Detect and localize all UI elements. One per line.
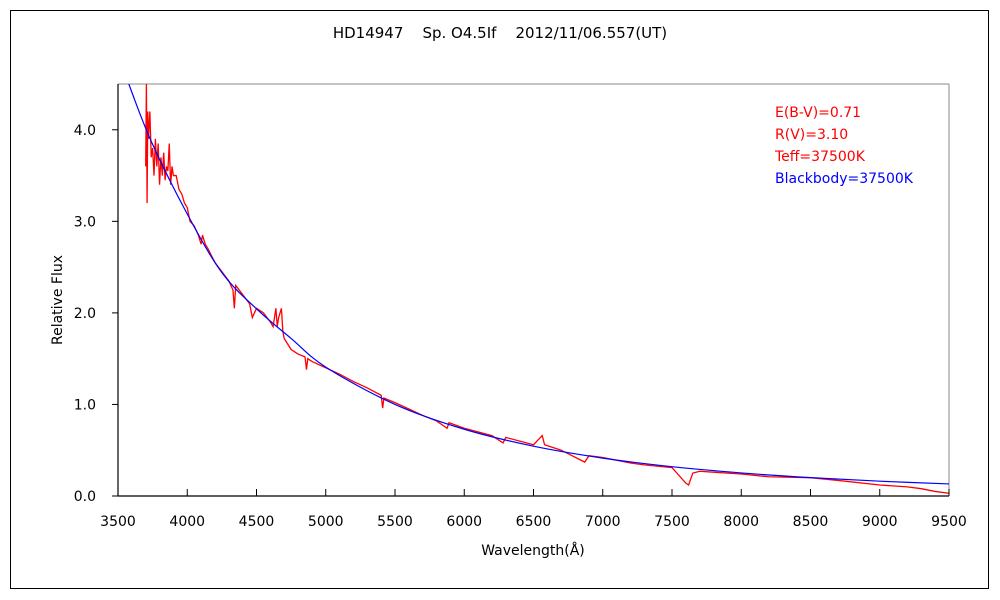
x-tick-label: 3500 <box>100 514 136 530</box>
x-tick-label: 8000 <box>723 514 759 530</box>
x-tick-label: 6000 <box>446 514 482 530</box>
x-tick-label: 8500 <box>793 514 829 530</box>
x-tick-label: 4500 <box>239 514 275 530</box>
chart-frame <box>10 10 989 589</box>
annotation-rv: R(V)=3.10 <box>775 127 849 143</box>
x-tick-label: 7000 <box>585 514 621 530</box>
chart-title: HD14947 Sp. O4.5If 2012/11/06.557(UT) <box>332 24 668 42</box>
x-tick-label: 5500 <box>377 514 413 530</box>
y-tick-label: 1.0 <box>74 397 96 413</box>
x-tick-label: 9000 <box>862 514 898 530</box>
x-axis-label: Wavelength(Å) <box>481 542 585 559</box>
x-tick-label: 5000 <box>308 514 344 530</box>
x-tick-label: 9500 <box>931 514 967 530</box>
annotation-ebv: E(B-V)=0.71 <box>775 105 862 121</box>
y-tick-label: 4.0 <box>74 123 96 139</box>
annotation-blackbody: Blackbody=37500K <box>775 171 913 187</box>
annotation-teff: Teff=37500K <box>775 149 865 165</box>
x-tick-label: 6500 <box>516 514 552 530</box>
y-axis-label: Relative Flux <box>50 255 66 345</box>
y-tick-label: 3.0 <box>74 214 96 230</box>
observed-spectrum-line <box>145 84 949 494</box>
y-tick-label: 2.0 <box>74 306 96 322</box>
x-tick-label: 7500 <box>654 514 690 530</box>
x-tick-label: 4000 <box>169 514 205 530</box>
blackbody-curve <box>128 84 949 485</box>
y-tick-label: 0.0 <box>74 489 96 505</box>
